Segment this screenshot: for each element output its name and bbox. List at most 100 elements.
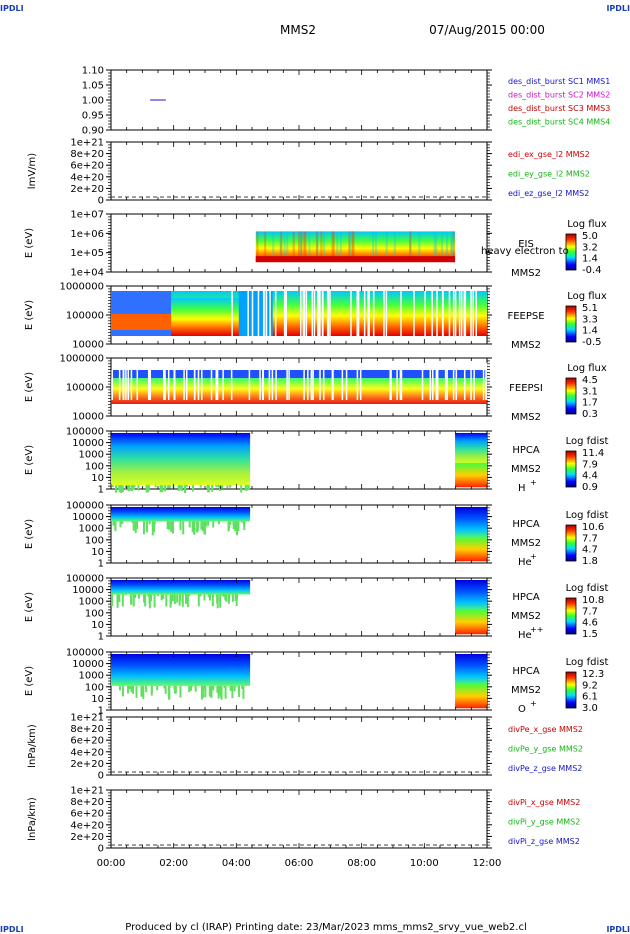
spectrogram-cell bbox=[220, 685, 223, 698]
spectrogram-gap bbox=[310, 362, 313, 400]
spectrogram-gap bbox=[193, 362, 196, 400]
y-tick-label: 1e+21 bbox=[70, 786, 104, 797]
spectrogram-cell bbox=[435, 231, 438, 263]
y-axis-label: lnPa/km) bbox=[27, 797, 38, 841]
spectrogram-gap bbox=[300, 291, 302, 336]
spectrogram-cell bbox=[177, 485, 180, 489]
spectrogram-cell bbox=[245, 485, 248, 487]
spectrogram-cell bbox=[185, 485, 188, 487]
spectrogram-gap bbox=[390, 362, 392, 400]
y-tick-label: 10000 bbox=[72, 340, 104, 351]
spectrogram-cell bbox=[226, 485, 229, 489]
y-tick-label: 10000 bbox=[72, 659, 104, 670]
spectrogram-cell bbox=[211, 485, 214, 488]
spectrogram-cell bbox=[173, 685, 176, 689]
spectrogram-cell bbox=[242, 685, 245, 699]
spectrogram-cell bbox=[135, 685, 138, 698]
y-tick-label: 0 bbox=[98, 844, 104, 855]
spectrogram-cell bbox=[232, 521, 235, 526]
spectrogram-cell bbox=[206, 485, 209, 489]
spectrogram-gap bbox=[317, 291, 319, 336]
spectrogram-cell bbox=[166, 521, 169, 530]
legend-entry: divPi_x_gse MMS2 bbox=[508, 798, 580, 807]
colorbar-tick-label: 1.5 bbox=[582, 629, 598, 640]
spectrogram-hpca-h bbox=[111, 433, 487, 494]
spectrogram-cell bbox=[215, 485, 218, 488]
spectrogram-cell bbox=[121, 594, 124, 607]
spectrogram-gap bbox=[222, 362, 224, 400]
spectrogram-cell bbox=[121, 521, 124, 525]
spectrogram-cell bbox=[372, 231, 375, 263]
colorbar-tick-label: 4.4 bbox=[582, 471, 598, 482]
spectrogram-cell bbox=[168, 685, 171, 688]
y-axis-label: E (eV) bbox=[24, 228, 35, 258]
spectrogram-cell bbox=[231, 594, 234, 602]
spectrogram-gap bbox=[331, 362, 334, 400]
y-tick-label: 4e+20 bbox=[70, 820, 104, 831]
spectrogram-band bbox=[111, 654, 251, 686]
spectrogram-gap bbox=[413, 291, 415, 336]
y-axis-label: E (eV) bbox=[24, 666, 35, 696]
spectrogram-cell bbox=[169, 594, 172, 608]
spacecraft-label: MMS2 bbox=[511, 412, 541, 423]
legend-entry: edi_ez_gse_l2 MMS2 bbox=[508, 189, 589, 198]
species-label: He bbox=[518, 557, 532, 568]
spectrogram-gap bbox=[216, 362, 219, 400]
spectrogram-cell bbox=[180, 485, 183, 492]
spectrogram-gap bbox=[444, 362, 447, 400]
y-tick-label: 0.95 bbox=[82, 111, 104, 122]
y-tick-label: 1e+07 bbox=[70, 210, 104, 221]
spectrogram-gap bbox=[482, 362, 485, 400]
spectrogram-cell bbox=[451, 231, 454, 263]
spectrogram-cell bbox=[168, 521, 171, 530]
spectrogram-gap bbox=[311, 291, 314, 336]
colorbar-title: Log flux bbox=[567, 291, 607, 302]
colorbar-tick-label: 11.4 bbox=[582, 448, 604, 459]
y-tick-label: 100 bbox=[85, 535, 104, 546]
spectrogram-cell bbox=[144, 594, 147, 607]
spectrogram-cell bbox=[193, 521, 196, 535]
spectrogram-gap bbox=[163, 362, 165, 400]
colorbar-tick-label: 7.9 bbox=[582, 459, 598, 470]
spectrogram-cell bbox=[445, 231, 448, 263]
spectrogram-cell bbox=[216, 594, 219, 602]
y-tick-label: 8e+20 bbox=[70, 797, 104, 808]
spectrogram-cell bbox=[140, 685, 143, 689]
corner-mark: IPDLI bbox=[606, 4, 630, 13]
colorbar bbox=[565, 597, 577, 635]
spectrogram-gap bbox=[318, 291, 320, 336]
spectrogram-band bbox=[171, 298, 247, 336]
spectrogram-cell bbox=[441, 231, 444, 263]
spectrogram-gap bbox=[231, 291, 233, 336]
spectrogram-cell bbox=[247, 485, 250, 490]
spectrogram-cell bbox=[409, 231, 412, 263]
colorbar bbox=[565, 671, 577, 709]
spectrogram-cell bbox=[279, 231, 282, 263]
spectrogram-hpca-o bbox=[111, 654, 487, 709]
spectrogram-cell bbox=[235, 594, 238, 607]
spectrogram-cell bbox=[127, 485, 130, 491]
species-label: He bbox=[518, 630, 532, 641]
spectrogram-cell bbox=[219, 594, 222, 608]
spectrogram-cell bbox=[119, 485, 122, 493]
spectrogram-cell bbox=[173, 594, 176, 605]
spectrogram-band bbox=[455, 507, 487, 539]
spectrogram-gap bbox=[173, 362, 175, 400]
y-tick-label: 0 bbox=[98, 771, 104, 782]
spectrogram-gap bbox=[257, 291, 260, 336]
spectrogram-gap bbox=[368, 291, 370, 336]
x-tick-label: 08:00 bbox=[347, 858, 376, 869]
spectrogram-gap bbox=[431, 291, 433, 336]
y-tick-label: 100 bbox=[85, 682, 104, 693]
spectrogram-gap bbox=[357, 291, 360, 336]
spectrogram-cell bbox=[199, 594, 202, 597]
spectrogram-cell bbox=[131, 521, 134, 523]
spectrogram-feeps-i bbox=[111, 362, 488, 404]
spectrogram-gap bbox=[265, 291, 267, 336]
spectrogram-gap bbox=[275, 362, 277, 400]
y-tick-label: 1e+06 bbox=[70, 229, 104, 240]
spectrogram-cell bbox=[121, 685, 124, 697]
y-tick-label: 0.90 bbox=[82, 126, 104, 137]
spectrogram-cell bbox=[124, 594, 127, 596]
